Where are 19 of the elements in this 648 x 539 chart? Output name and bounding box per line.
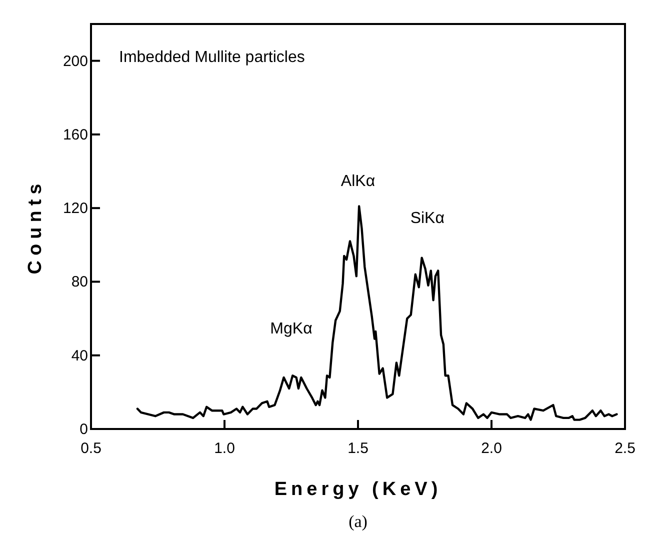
- x-tick-label: 1.0: [214, 440, 235, 457]
- annotation: AlKα: [340, 173, 376, 190]
- x-tick-label: 2.5: [614, 440, 636, 457]
- annotation: SiKα: [410, 210, 444, 227]
- y-tick-label: 40: [71, 347, 88, 364]
- annotation: Imbedded Mullite particles: [119, 49, 305, 66]
- y-tick-label: 120: [62, 200, 88, 218]
- x-tick-label: 0.5: [80, 440, 102, 457]
- x-axis-title: Energy (KeV): [274, 479, 442, 500]
- x-tick-label: 1.5: [348, 440, 368, 457]
- y-tick-label: 80: [71, 274, 88, 291]
- y-tick-label: 200: [62, 52, 88, 70]
- annotation: MgKα: [270, 320, 312, 338]
- y-axis-title: Counts: [25, 178, 46, 274]
- x-tick-label: 2.0: [481, 440, 502, 457]
- y-tick-label: 160: [62, 126, 88, 144]
- y-tick-label: 0: [80, 421, 88, 438]
- text: (a): [348, 512, 368, 531]
- line-series: [136, 205, 618, 421]
